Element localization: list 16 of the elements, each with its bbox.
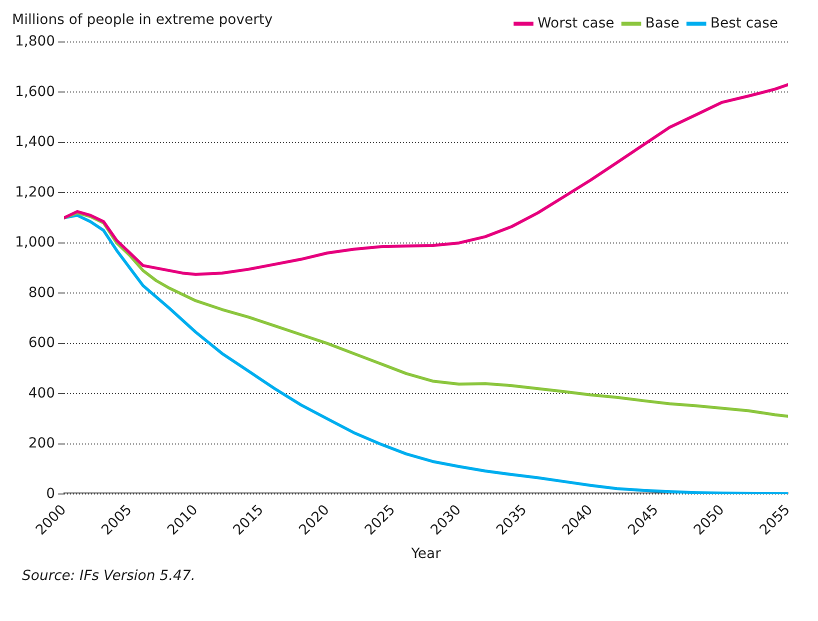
x-axis-title: Year <box>410 546 442 562</box>
y-tick-label: 1,000 <box>14 234 56 251</box>
y-tick-label: 400 <box>28 385 56 402</box>
legend-label: Worst case <box>538 15 614 32</box>
y-tick-label: 1,800 <box>14 34 56 50</box>
legend-label: Base <box>645 15 680 32</box>
y-tick-label: 1,400 <box>14 134 56 150</box>
y-axis-title: Millions of people in extreme poverty <box>12 12 273 28</box>
y-tick-label: 800 <box>28 284 56 301</box>
y-tick-label: 1,200 <box>14 184 56 200</box>
y-tick-label: 0 <box>46 486 56 502</box>
y-tick-label: 1,600 <box>14 84 56 100</box>
y-tick-label: 600 <box>28 335 56 352</box>
y-tick-label: 200 <box>28 436 56 452</box>
source-note: Source: IFs Version 5.47. <box>22 568 196 584</box>
legend-label: Best case <box>710 15 778 32</box>
